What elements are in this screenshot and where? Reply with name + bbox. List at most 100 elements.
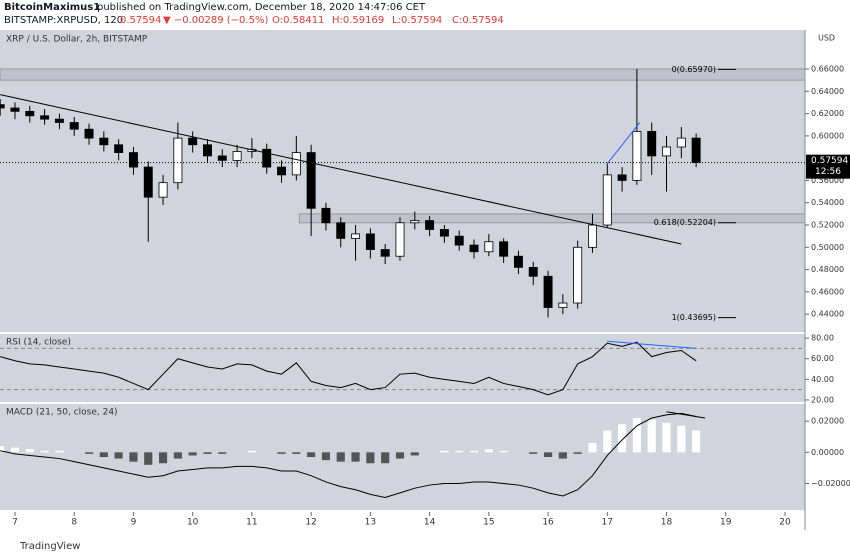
symbol: BITSTAMP:XRPUSD, 120: [4, 15, 123, 26]
publisher: BitcoinMaximus1: [4, 2, 100, 13]
candle-body: [277, 166, 286, 176]
candle-body: [114, 144, 124, 153]
close: C:0.57594: [452, 15, 504, 26]
y-tick-label: 0.66000: [811, 65, 844, 74]
candle-body: [158, 182, 168, 198]
macd-bar: [99, 452, 108, 457]
y-tick-label: 0.02000: [811, 417, 844, 426]
macd-bar: [632, 418, 641, 453]
macd-bar: [144, 452, 153, 465]
pane-title: XRP / U.S. Dollar, 2h, BITSTAMP: [6, 35, 148, 45]
candle-body: [573, 246, 583, 304]
candle-body: [143, 166, 153, 198]
macd-bar: [158, 452, 168, 464]
candle-body: [410, 220, 420, 224]
candle-body: [262, 148, 272, 168]
y-tick-label: 0.44000: [811, 310, 844, 319]
candle-body: [691, 137, 701, 164]
brand: TradingView: [19, 541, 80, 552]
candle-body: [291, 152, 301, 176]
fib-label: 1(0.43695): [672, 313, 716, 322]
x-tick-label: 13: [365, 518, 376, 528]
published: published on TradingView.com, December 1…: [97, 2, 426, 13]
macd-bar: [336, 452, 345, 462]
macd-bar: [114, 452, 123, 459]
candle-body: [676, 137, 686, 148]
candle-body: [336, 222, 346, 239]
macd-bar: [366, 452, 375, 464]
macd-bar: [455, 450, 464, 453]
y-tick-label: 0.54000: [811, 198, 844, 207]
candle-body: [469, 244, 479, 253]
candle-body: [232, 151, 242, 161]
pane-title: MACD (21, 50, close, 24): [6, 408, 118, 418]
price-tag: [806, 154, 850, 179]
open: O:0.58411: [272, 15, 324, 26]
candle-body: [99, 137, 109, 146]
trend-line: [666, 411, 706, 419]
zone: [298, 213, 806, 224]
y-tick-label: 0.56000: [811, 176, 844, 185]
trend-line: [607, 340, 697, 349]
macd-bar: [469, 450, 479, 453]
candle-body: [188, 137, 198, 146]
low: L:0.57594: [392, 15, 442, 26]
macd-bar: [247, 450, 256, 453]
y-tick-label: 20.00: [811, 395, 834, 404]
last: 0.57594: [120, 15, 161, 26]
candle-body: [217, 155, 227, 161]
macd-bar: [203, 452, 212, 454]
macd-bar: [677, 425, 686, 453]
pane-title: RSI (14, close): [6, 338, 71, 348]
candle-body: [558, 302, 568, 308]
macd-bar: [381, 452, 390, 464]
candle-body: [513, 255, 523, 268]
macd-bar: [55, 450, 64, 453]
candle-body: [528, 266, 538, 277]
x-tick-label: 11: [246, 518, 257, 528]
macd-bar: [618, 424, 627, 453]
candle-body: [365, 233, 375, 250]
x-tick-label: 20: [779, 518, 791, 528]
y-tick-label: 0.62000: [811, 109, 844, 118]
x-tick-label: 8: [71, 518, 77, 528]
y-tick-label: 0.64000: [811, 87, 844, 96]
macd-bar: [292, 452, 301, 454]
x-tick-label: 9: [131, 518, 137, 528]
macd-bar: [351, 452, 360, 462]
x-tick-label: 7: [12, 518, 18, 528]
macd-bar: [558, 452, 567, 459]
y-tick-label: 0.52000: [811, 221, 844, 230]
macd-bar: [10, 447, 20, 453]
candle-body: [425, 220, 435, 230]
candle-body: [499, 241, 509, 257]
macd-bar: [395, 452, 405, 459]
macd-bar: [188, 452, 197, 456]
macd-bar: [0, 446, 5, 453]
macd-bar: [410, 452, 419, 456]
y-tick-label: 80.00: [811, 334, 834, 343]
x-tick-label: 16: [542, 518, 554, 528]
price-tag-label: 0.57594: [811, 156, 848, 166]
macd-bar: [40, 450, 49, 453]
macd-bar: [647, 419, 656, 453]
candle-body: [395, 222, 405, 257]
candle-body: [0, 104, 5, 109]
macd-bar: [173, 452, 182, 459]
x-tick-label: 19: [720, 518, 732, 528]
macd-bar: [129, 452, 138, 462]
countdown: 12:56: [815, 167, 841, 177]
y-tick-label: 0.48000: [811, 265, 844, 274]
high: H:0.59169: [332, 15, 384, 26]
fib-label: 0.618(0.52204): [654, 218, 716, 227]
y-tick-label: −0.02000: [811, 479, 850, 488]
x-tick-label: 18: [661, 518, 673, 528]
candle-body: [69, 122, 79, 130]
y-unit: USD: [818, 34, 835, 43]
candle-body: [54, 118, 64, 123]
pane: [0, 334, 805, 402]
macd-bar: [588, 442, 597, 453]
trend-line: [0, 94, 682, 245]
